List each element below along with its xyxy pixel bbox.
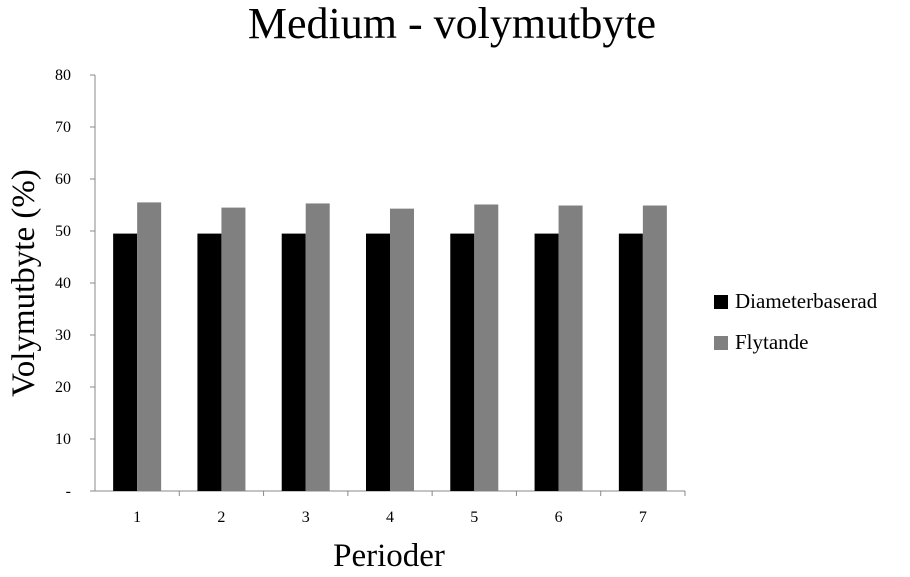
y-tick-label: 70 bbox=[55, 119, 71, 136]
y-tick-label: 10 bbox=[55, 431, 71, 448]
legend-swatch-flytande bbox=[714, 336, 728, 350]
x-tick-label: 2 bbox=[217, 509, 225, 526]
y-tick-label: 50 bbox=[55, 223, 71, 240]
y-axis-title: Volymutbyte (%) bbox=[6, 169, 42, 397]
bar-flytande-4 bbox=[390, 208, 414, 491]
y-tick-label: 60 bbox=[55, 171, 71, 188]
legend-swatch-diameterbaserad bbox=[714, 295, 728, 309]
x-axis-ticks: 1 2 3 4 5 6 7 bbox=[133, 491, 686, 526]
bar-flytande-1 bbox=[137, 202, 162, 491]
bar-diameterbaserad-3 bbox=[281, 233, 306, 491]
y-tick-label: 30 bbox=[55, 327, 71, 344]
bar-flytande-6 bbox=[558, 205, 583, 491]
y-tick-label: 80 bbox=[55, 67, 71, 84]
chart-title: Medium - volymutbyte bbox=[248, 0, 656, 48]
x-tick-label: 7 bbox=[639, 509, 647, 526]
y-tick-label: - bbox=[66, 483, 71, 500]
bar-diameterbaserad-1 bbox=[113, 233, 138, 491]
x-tick-label: 3 bbox=[302, 509, 310, 526]
legend-label-diameterbaserad: Diameterbaserad bbox=[735, 289, 878, 313]
x-axis-title: Perioder bbox=[333, 538, 445, 572]
y-tick-label: 40 bbox=[55, 275, 71, 292]
bar-diameterbaserad-6 bbox=[534, 233, 559, 491]
bar-diameterbaserad-5 bbox=[450, 233, 475, 491]
bar-flytande-7 bbox=[642, 205, 667, 491]
y-axis-ticks: - 10 20 30 40 50 60 70 80 bbox=[55, 67, 95, 500]
x-tick-label: 5 bbox=[470, 509, 478, 526]
bar-diameterbaserad-2 bbox=[197, 233, 222, 491]
bar-diameterbaserad-4 bbox=[366, 233, 390, 491]
legend: Diameterbaserad Flytande bbox=[714, 289, 878, 354]
bar-flytande-3 bbox=[305, 203, 330, 491]
bar-diameterbaserad-7 bbox=[618, 233, 643, 491]
y-tick-label: 20 bbox=[55, 379, 71, 396]
x-tick-label: 6 bbox=[555, 509, 563, 526]
bar-flytande-2 bbox=[221, 207, 246, 491]
x-tick-label: 4 bbox=[386, 509, 394, 526]
bar-flytande-5 bbox=[474, 204, 499, 492]
bars bbox=[113, 202, 667, 492]
legend-label-flytande: Flytande bbox=[735, 330, 809, 354]
x-tick-label: 1 bbox=[133, 509, 141, 526]
